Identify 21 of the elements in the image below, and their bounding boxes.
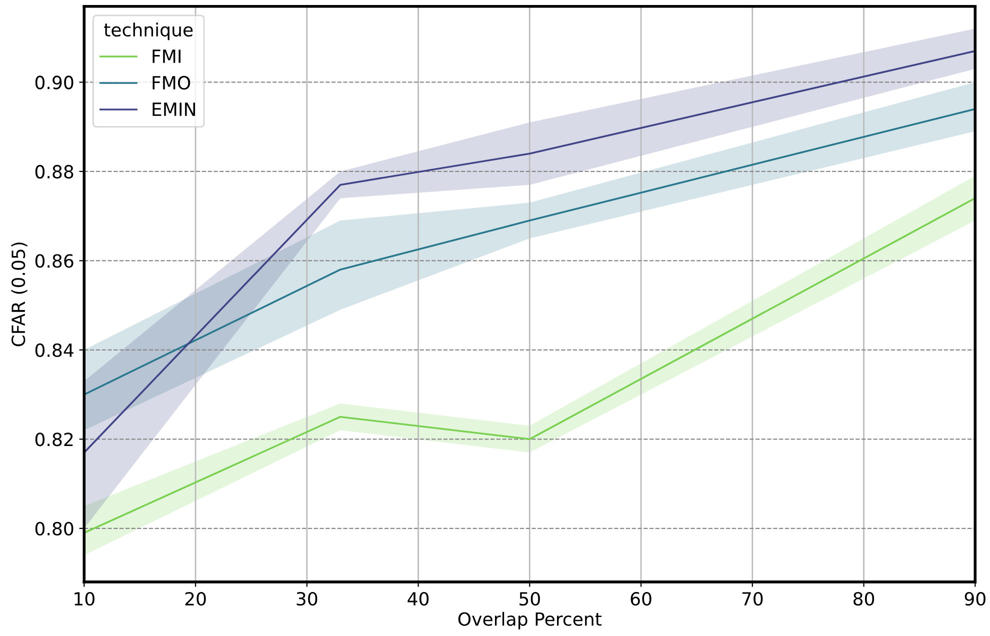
x-tick-label: 30 bbox=[296, 592, 318, 606]
x-tick-label: 90 bbox=[964, 592, 986, 606]
y-tick-label: 0.90 bbox=[35, 76, 74, 90]
x-tick-label: 50 bbox=[520, 592, 540, 606]
legend-label: EMIN bbox=[152, 102, 195, 116]
x-tick-label: 20 bbox=[185, 592, 206, 606]
x-tick-label: 80 bbox=[854, 592, 874, 606]
x-tick-label: 40 bbox=[408, 592, 429, 606]
legend-label: FMI bbox=[152, 50, 180, 63]
y-tick-label: 0.80 bbox=[35, 522, 74, 536]
legend-label: FMO bbox=[152, 76, 190, 90]
x-axis-title: Overlap Percent bbox=[458, 612, 602, 630]
y-tick-label: 0.86 bbox=[35, 254, 74, 268]
x-tick-label: 10 bbox=[74, 592, 94, 606]
y-axis-title: CFAR (0.05) bbox=[11, 242, 28, 346]
legend-title: technique bbox=[104, 22, 193, 40]
y-tick-label: 0.84 bbox=[35, 343, 74, 358]
x-tick-label: 60 bbox=[630, 592, 652, 606]
y-tick-label: 0.82 bbox=[35, 432, 73, 446]
x-tick-label: 70 bbox=[742, 592, 763, 606]
y-tick-label: 0.88 bbox=[35, 164, 74, 179]
